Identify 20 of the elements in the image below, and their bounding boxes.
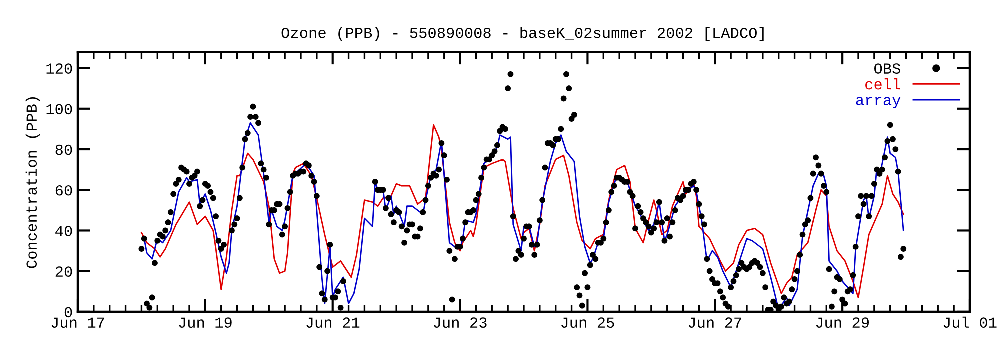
y-tick-label: 60 <box>56 185 72 196</box>
y-tick-label: 40 <box>56 226 72 236</box>
chart-title: Ozone (PPB) - 550890008 - baseK_02summer 2002 [LADCO] <box>282 27 764 42</box>
x-tick-label: Jun 25 <box>562 318 614 328</box>
legend-label: cell <box>866 78 900 90</box>
legend-label: array <box>856 97 901 109</box>
x-tick-label: Jun 17 <box>52 318 104 328</box>
x-tick-label: Jun 19 <box>179 318 232 328</box>
x-tick-label: Jun 23 <box>434 318 487 328</box>
y-tick-label: 80 <box>56 144 72 156</box>
y-tick-label: 20 <box>56 266 72 278</box>
y-tick-label: 120 <box>46 64 72 74</box>
legend-label: OBS <box>874 64 900 74</box>
x-tick-label: Jun 29 <box>816 318 870 328</box>
x-tick-label: Jun 21 <box>306 318 360 328</box>
y-tick-label: 100 <box>46 104 72 115</box>
x-tick-label: Jul 01 <box>944 316 997 328</box>
y-axis-title: Concentration (PPB) <box>26 97 40 268</box>
y-tick-label: 0 <box>64 307 72 318</box>
x-tick-label: Jun 27 <box>688 318 742 328</box>
